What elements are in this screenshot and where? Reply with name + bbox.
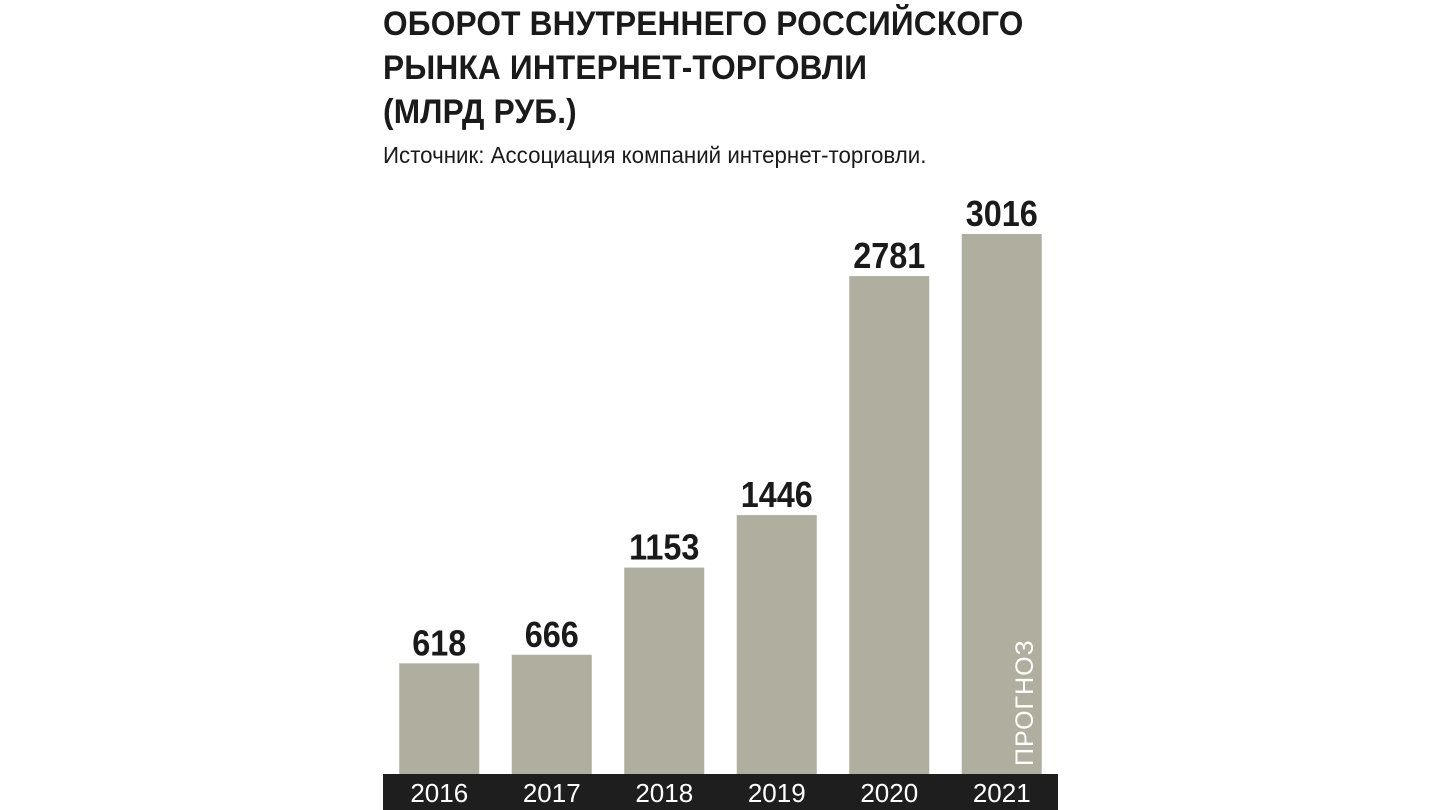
chart-title-line: (МЛРД РУБ.) xyxy=(383,93,577,131)
forecast-annotation: ПРОГНОЗ xyxy=(1011,639,1039,766)
x-axis-ticks: 2016 2017 2018 2019 2020 2021 xyxy=(410,778,1030,808)
x-axis-band xyxy=(383,774,1058,810)
bar-2016 xyxy=(399,663,480,774)
bar-2017 xyxy=(511,654,592,774)
value-label-2021: 3016 xyxy=(966,194,1038,234)
x-tick-label-2021: 2021 xyxy=(973,778,1031,808)
value-label-2020: 2781 xyxy=(853,237,925,277)
chart-title-line: РЫНКА ИНТЕРНЕТ-ТОРГОВЛИ xyxy=(383,49,868,87)
value-label-2017: 666 xyxy=(525,615,579,655)
bar-2019 xyxy=(736,515,817,774)
chart-title: ОБОРОТ ВНУТРЕННЕГО РОССИЙСКОГО РЫНКА ИНТ… xyxy=(383,2,1025,134)
x-tick-label-2016: 2016 xyxy=(410,778,468,808)
value-label-2018: 1153 xyxy=(629,528,699,568)
bar-2018 xyxy=(624,567,705,774)
value-label-2016: 618 xyxy=(412,624,466,664)
bars-layer: 618 666 1153 1446 2781 3016 ПРОГНОЗ xyxy=(399,194,1042,774)
x-tick-label-2018: 2018 xyxy=(635,778,693,808)
chart-subtitle: Источник: Ассоциация компаний интернет-т… xyxy=(383,142,927,168)
chart-title-line: ОБОРОТ ВНУТРЕННЕГО РОССИЙСКОГО xyxy=(383,5,1024,43)
value-label-2019: 1446 xyxy=(741,476,813,516)
chart-container: ОБОРОТ ВНУТРЕННЕГО РОССИЙСКОГО РЫНКА ИНТ… xyxy=(383,0,1058,810)
x-tick-label-2020: 2020 xyxy=(860,778,918,808)
x-tick-label-2017: 2017 xyxy=(523,778,581,808)
bar-2021 xyxy=(961,234,1042,774)
bar-2020 xyxy=(849,276,930,774)
x-tick-label-2019: 2019 xyxy=(748,778,806,808)
